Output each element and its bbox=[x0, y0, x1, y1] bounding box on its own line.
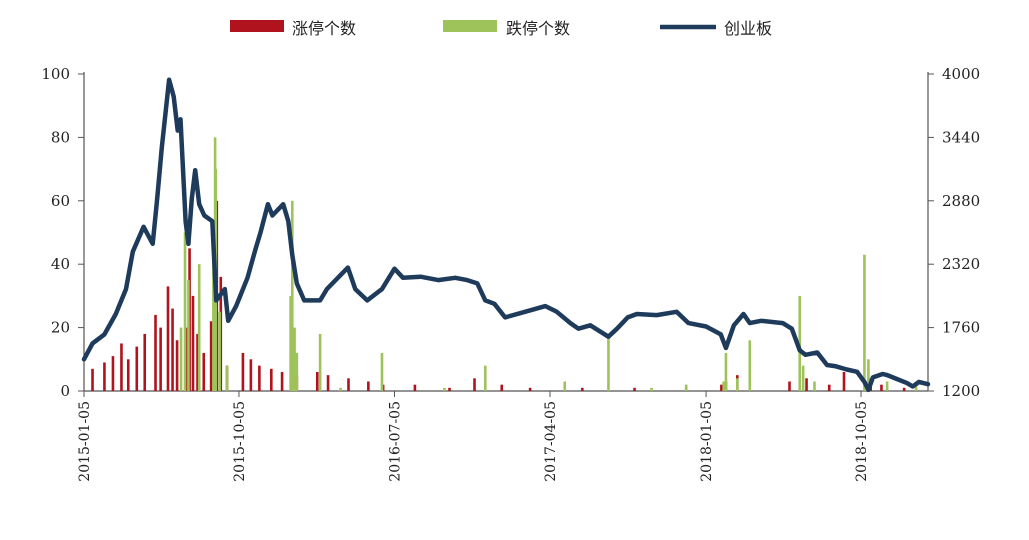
right-tick-label: 1200 bbox=[942, 382, 980, 400]
limit-up-bar bbox=[448, 387, 451, 391]
limit-down-bar bbox=[483, 365, 487, 391]
limit-down-bar bbox=[724, 352, 728, 391]
limit-down-bar bbox=[225, 365, 229, 391]
limit-up-bar bbox=[805, 378, 808, 391]
left-tick-label: 80 bbox=[51, 128, 70, 146]
limit-down-bar bbox=[339, 387, 342, 391]
limit-up-bar bbox=[473, 378, 476, 391]
left-tick-label: 100 bbox=[41, 65, 70, 83]
limit-up-bar bbox=[241, 352, 245, 391]
limit-up-bar bbox=[827, 384, 831, 391]
limit-down-bar bbox=[863, 254, 866, 391]
limit-up-bar bbox=[120, 343, 123, 391]
limit-down-bar bbox=[867, 359, 870, 391]
limit-down-bar bbox=[187, 280, 190, 391]
limit-down-bar bbox=[801, 365, 805, 391]
limit-down-bar bbox=[218, 311, 221, 391]
limit-up-bar bbox=[135, 346, 139, 391]
limit-up-bar bbox=[842, 371, 846, 391]
limit-up-bar bbox=[581, 387, 584, 391]
limit-down-bar bbox=[684, 384, 688, 391]
limit-down-bar bbox=[443, 387, 446, 391]
limit-down-bar bbox=[563, 381, 567, 391]
limit-up-bar bbox=[166, 286, 170, 391]
x-tick-label: 2015-10-05 bbox=[232, 401, 248, 482]
left-tick-label: 0 bbox=[60, 382, 70, 400]
limit-down-bar bbox=[748, 340, 752, 391]
x-tick-label: 2015-01-05 bbox=[77, 401, 93, 482]
limit-up-bar bbox=[413, 384, 417, 391]
limit-down-bar bbox=[212, 248, 215, 391]
limit-up-bar bbox=[880, 384, 883, 391]
limit-down-bar bbox=[293, 327, 296, 391]
limit-down-bar bbox=[295, 352, 299, 391]
limit-down-bar bbox=[650, 387, 653, 391]
legend-swatch-1 bbox=[230, 20, 284, 32]
limit-up-bar bbox=[367, 381, 370, 391]
limit-up-bar bbox=[270, 368, 273, 391]
limit-down-bar bbox=[183, 232, 187, 391]
right-tick-label: 3440 bbox=[942, 128, 980, 146]
right-tick-label: 4000 bbox=[942, 65, 980, 83]
limit-up-bar bbox=[788, 381, 791, 391]
limit-up-bar bbox=[315, 371, 319, 391]
limit-down-bar bbox=[914, 384, 918, 391]
limit-up-bar bbox=[528, 387, 532, 391]
limit-up-bar bbox=[103, 362, 106, 391]
limit-up-bar bbox=[633, 387, 636, 391]
legend-label-2: 跌停个数 bbox=[506, 19, 570, 38]
limit-up-bar bbox=[91, 368, 94, 391]
x-tick-label: 2017-04-05 bbox=[543, 401, 559, 482]
left-tick-label: 20 bbox=[51, 319, 70, 337]
limit-down-bar bbox=[380, 352, 384, 391]
left-tick-label: 60 bbox=[51, 192, 70, 210]
limit-up-bar bbox=[191, 295, 195, 391]
limit-down-bar bbox=[289, 295, 292, 391]
limit-up-bar bbox=[500, 384, 504, 391]
limit-down-bar bbox=[291, 200, 294, 391]
limit-up-bar bbox=[143, 333, 147, 391]
chinext-index-line bbox=[81, 77, 931, 393]
x-tick-label: 2016-07-05 bbox=[387, 401, 403, 482]
left-tick-label: 40 bbox=[51, 255, 70, 273]
limit-down-bar bbox=[798, 295, 802, 391]
limit-up-bar bbox=[171, 308, 174, 391]
limit-up-bar bbox=[280, 371, 284, 391]
limit-down-bar bbox=[197, 264, 201, 391]
x-tick-label: 2018-10-05 bbox=[854, 401, 870, 482]
limit-down-bar bbox=[607, 337, 610, 391]
right-tick-label: 2320 bbox=[942, 255, 980, 273]
legend-swatch-2 bbox=[443, 20, 497, 32]
limit-up-bar bbox=[249, 359, 253, 391]
limit-up-bar bbox=[258, 365, 261, 391]
limit-down-bar bbox=[735, 378, 739, 391]
limit-up-bar bbox=[209, 321, 213, 391]
limit-up-bar bbox=[347, 378, 350, 391]
limit-down-bar bbox=[813, 381, 816, 391]
limit-down-bar bbox=[179, 327, 183, 391]
limit-up-bar bbox=[202, 352, 206, 391]
right-tick-label: 2880 bbox=[942, 192, 980, 210]
limit-up-bar bbox=[326, 375, 330, 391]
limit-up-bar bbox=[175, 340, 179, 391]
limit-up-bar bbox=[159, 327, 162, 391]
limit-down-bar bbox=[722, 381, 725, 391]
limit-up-bar bbox=[720, 384, 723, 391]
limit-up-bar bbox=[902, 387, 906, 391]
limit-up-bar bbox=[126, 359, 130, 391]
legend-label-1: 涨停个数 bbox=[292, 19, 356, 38]
limit-up-bar bbox=[111, 356, 115, 391]
limit-down-bar bbox=[318, 333, 322, 391]
limit-up-bar bbox=[154, 314, 157, 391]
limit-down-bar bbox=[885, 381, 889, 391]
right-tick-label: 1760 bbox=[942, 319, 980, 337]
x-tick-label: 2018-01-05 bbox=[699, 401, 715, 482]
limit-up-bar bbox=[196, 333, 199, 391]
legend-label-3: 创业板 bbox=[724, 19, 772, 38]
